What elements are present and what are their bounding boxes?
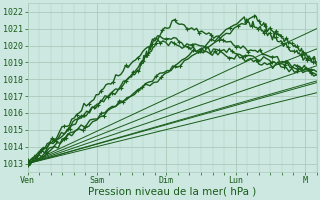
X-axis label: Pression niveau de la mer( hPa ): Pression niveau de la mer( hPa ) <box>88 187 256 197</box>
